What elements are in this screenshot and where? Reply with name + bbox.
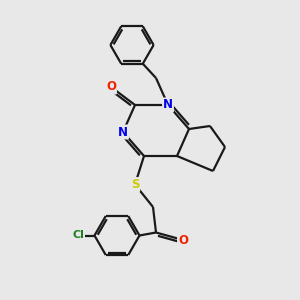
Text: N: N bbox=[118, 125, 128, 139]
Text: O: O bbox=[106, 80, 116, 94]
Text: N: N bbox=[163, 98, 173, 112]
Text: Cl: Cl bbox=[72, 230, 84, 241]
Text: S: S bbox=[131, 178, 139, 191]
Text: O: O bbox=[178, 233, 188, 247]
